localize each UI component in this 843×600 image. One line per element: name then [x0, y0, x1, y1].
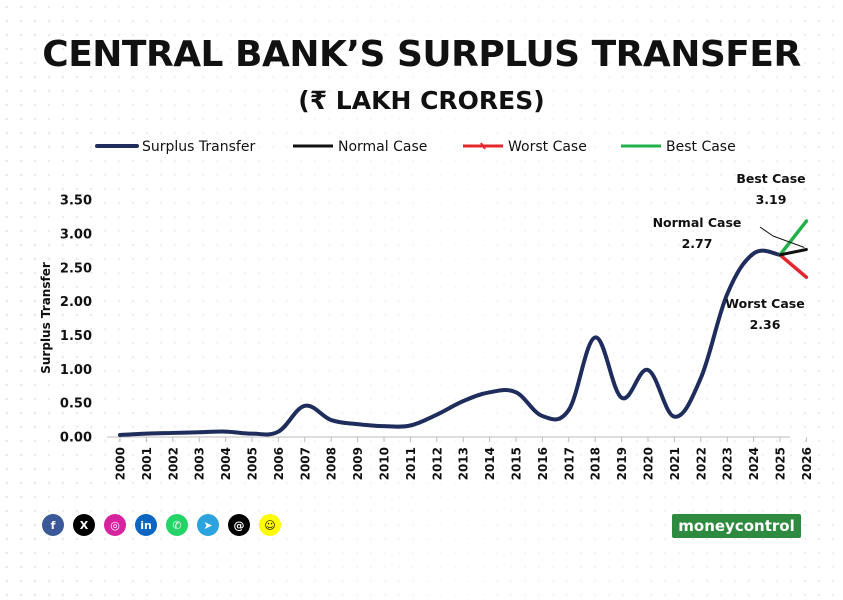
y-tick-label: 3.00: [60, 227, 92, 242]
x-tick-label: 2016: [536, 447, 550, 480]
threads-icon[interactable]: @: [228, 514, 250, 536]
series-line-normal-case: [778, 247, 808, 257]
x-tick-label: 2003: [193, 447, 207, 480]
chart-subtitle: (₹ LAKH CRORES): [298, 86, 545, 115]
whatsapp-icon[interactable]: ✆: [166, 514, 188, 536]
y-axis-label: Surplus Transfer: [39, 262, 53, 374]
annotation-label-worst: Worst Case: [725, 296, 804, 311]
annotation-label-best: Best Case: [736, 171, 805, 186]
x-tick-label: 2013: [457, 447, 471, 480]
legend-label: Normal Case: [338, 139, 427, 155]
legend-label: Surplus Transfer: [142, 139, 255, 155]
x-tick-label: 2026: [800, 447, 814, 480]
linkedin-icon[interactable]: in: [135, 514, 157, 536]
telegram-icon[interactable]: ➤: [197, 514, 219, 536]
x-tick-label: 2012: [430, 447, 444, 480]
x-tick-label: 2002: [166, 447, 180, 480]
x-tick-label: 2017: [562, 447, 576, 480]
x-tick-label: 2001: [140, 447, 154, 480]
x-tick-label: 2009: [351, 447, 365, 480]
social-share-bar: f X ◎ in ✆ ➤ @ ☺: [42, 514, 281, 536]
legend-item-surplus: Surplus Transfer: [95, 139, 255, 155]
x-tick-label: 2007: [298, 447, 312, 480]
y-tick-label: 2.00: [60, 295, 92, 310]
x-tick-label: 2025: [774, 447, 788, 480]
annotation-value-normal: 2.77: [682, 236, 713, 251]
y-tick-label: 1.50: [60, 329, 92, 344]
x-tick-label: 2011: [404, 447, 418, 480]
series-line-best-case: [778, 219, 809, 257]
annotation-leader-normal: [759, 226, 774, 237]
x-icon[interactable]: X: [73, 514, 95, 536]
x-tick-label: 2018: [589, 447, 603, 480]
x-tick-label: 2024: [747, 447, 761, 480]
x-tick-label: 2020: [642, 447, 656, 480]
legend-label: Worst Case: [508, 139, 587, 155]
y-tick-label: 1.00: [60, 363, 92, 378]
x-tick-label: 2019: [615, 447, 629, 480]
instagram-icon[interactable]: ◎: [104, 514, 126, 536]
legend-item-worst: Best Case: [621, 139, 736, 155]
annotation-value-worst: 2.36: [750, 317, 781, 332]
annotation-value-best: 3.19: [756, 192, 787, 207]
x-tick-label: 2014: [483, 447, 497, 480]
legend-swatch-mark: [480, 142, 486, 150]
y-tick-label: 0.00: [60, 431, 92, 446]
series-line-surplus-transfer: [118, 248, 782, 437]
x-tick-label: 2000: [114, 447, 128, 480]
series-line-worst-case: [778, 253, 809, 279]
x-tick-label: 2021: [668, 447, 682, 480]
legend-item-normal: Worst Case: [463, 139, 587, 155]
facebook-icon[interactable]: f: [42, 514, 64, 536]
moneycontrol-logo-text: moneycontrol: [678, 517, 795, 535]
x-tick-label: 2006: [272, 447, 286, 480]
y-tick-label: 2.50: [60, 261, 92, 276]
x-tick-label: 2022: [694, 447, 708, 480]
x-tick-label: 2023: [721, 447, 735, 480]
x-tick-label: 2010: [378, 447, 392, 480]
chart-title: CENTRAL BANK’S SURPLUS TRANSFER: [42, 34, 801, 75]
moneycontrol-logo: [672, 514, 801, 538]
y-tick-label: 3.50: [60, 194, 92, 209]
legend-item-best: Normal Case: [293, 139, 427, 155]
x-tick-label: 2015: [510, 447, 524, 480]
x-tick-label: 2005: [246, 447, 260, 480]
y-tick-label: 0.50: [60, 397, 92, 412]
legend-label: Best Case: [666, 139, 736, 155]
snapchat-icon[interactable]: ☺: [259, 514, 281, 536]
x-tick-label: 2004: [219, 447, 233, 480]
x-tick-label: 2008: [325, 447, 339, 480]
annotation-label-normal: Normal Case: [653, 215, 742, 230]
annotation-leader-normal-2: [772, 235, 805, 248]
